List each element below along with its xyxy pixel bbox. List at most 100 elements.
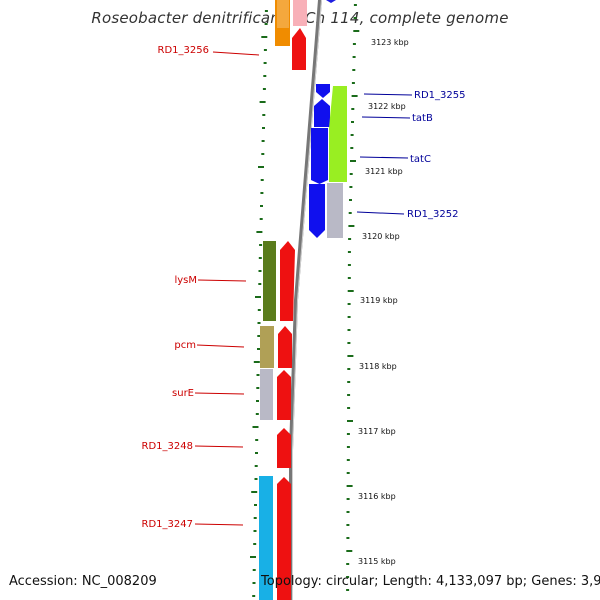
left-tick bbox=[262, 114, 266, 116]
right-tick bbox=[351, 108, 355, 110]
right-tick bbox=[347, 290, 354, 292]
leader-tatc bbox=[359, 156, 409, 159]
left-tick bbox=[254, 465, 258, 467]
gene-feature-pcm-tan[interactable] bbox=[260, 326, 274, 368]
gene-feature-orange-light[interactable] bbox=[277, 0, 289, 28]
right-tick bbox=[347, 303, 351, 305]
left-tick bbox=[254, 478, 258, 480]
right-tick bbox=[347, 329, 351, 331]
gene-feature-pcm[interactable] bbox=[278, 326, 292, 368]
right-tick bbox=[346, 589, 350, 591]
gene-feature-rd1-3252[interactable] bbox=[309, 184, 325, 238]
right-tick bbox=[346, 459, 350, 461]
left-leaders bbox=[194, 51, 260, 526]
label-tatb[interactable]: tatB bbox=[412, 113, 433, 124]
right-tick bbox=[351, 121, 354, 123]
left-tick bbox=[252, 426, 259, 428]
right-tick bbox=[349, 173, 353, 175]
left-tick bbox=[252, 569, 256, 571]
label-lysm[interactable]: lysM bbox=[174, 275, 197, 286]
left-tick bbox=[253, 543, 257, 545]
right-tick bbox=[346, 511, 350, 513]
gene-feature-green[interactable] bbox=[329, 86, 347, 182]
right-tick bbox=[351, 95, 358, 97]
gene-feature-sure-gray[interactable] bbox=[260, 369, 273, 420]
label-rd1-3256[interactable]: RD1_3256 bbox=[158, 45, 209, 56]
right-tick bbox=[347, 420, 353, 422]
gene-feature-lysm[interactable] bbox=[280, 241, 295, 321]
leader-sure bbox=[194, 392, 245, 395]
gene-features bbox=[259, 0, 347, 600]
gene-feature-rd1-3248[interactable] bbox=[277, 428, 291, 468]
gene-feature-tatc[interactable] bbox=[311, 128, 328, 184]
left-tick bbox=[263, 62, 267, 64]
left-gene-labels: RD1_3256 lysM pcm surE RD1_3248 RD1_3247 bbox=[142, 45, 209, 530]
gene-feature-rd1-3247-cyan[interactable] bbox=[259, 476, 273, 600]
left-tick bbox=[257, 335, 261, 337]
gene-feature-rd1-3255[interactable] bbox=[316, 84, 330, 98]
right-tick bbox=[353, 30, 360, 32]
leader-rd1-3255 bbox=[363, 93, 413, 96]
left-tick bbox=[256, 400, 259, 402]
right-tick bbox=[346, 498, 350, 500]
label-rd1-3248[interactable]: RD1_3248 bbox=[142, 441, 193, 452]
label-tatc[interactable]: tatC bbox=[410, 154, 431, 165]
genome-backbone-highlight bbox=[292, 0, 322, 600]
left-tick bbox=[253, 530, 257, 532]
label-pcm[interactable]: pcm bbox=[174, 340, 196, 351]
left-tick bbox=[257, 309, 261, 311]
right-tick bbox=[352, 43, 356, 45]
left-tick bbox=[256, 374, 260, 376]
right-leaders bbox=[356, 93, 413, 215]
gene-feature-tatb[interactable] bbox=[314, 99, 330, 127]
gene-feature-rd1-3247[interactable] bbox=[277, 477, 291, 600]
scale-label-3121: 3121 kbp bbox=[365, 167, 403, 176]
left-tick bbox=[259, 244, 263, 246]
left-tick bbox=[250, 556, 256, 558]
leader-pcm bbox=[196, 344, 245, 348]
label-sure[interactable]: surE bbox=[172, 388, 194, 399]
right-tick bbox=[348, 225, 355, 227]
label-rd1-3255[interactable]: RD1_3255 bbox=[414, 90, 465, 101]
right-tick bbox=[347, 368, 351, 370]
scale-label-3116: 3116 kbp bbox=[358, 492, 396, 501]
label-rd1-3247[interactable]: RD1_3247 bbox=[142, 519, 193, 530]
label-rd1-3252[interactable]: RD1_3252 bbox=[407, 209, 458, 220]
gene-feature-rd1-3256[interactable] bbox=[292, 28, 306, 70]
right-tick bbox=[346, 524, 350, 526]
right-tick bbox=[346, 537, 350, 539]
left-tick bbox=[252, 582, 256, 584]
gene-feature-sure[interactable] bbox=[277, 370, 291, 420]
right-tick bbox=[347, 394, 351, 396]
right-tick bbox=[353, 4, 357, 6]
leader-lysm bbox=[197, 279, 247, 282]
right-tick bbox=[346, 576, 350, 578]
scale-labels: 3123 kbp 3122 kbp 3121 kbp 3120 kbp 3119… bbox=[358, 38, 409, 566]
right-tick bbox=[347, 251, 351, 253]
left-tick bbox=[258, 257, 262, 259]
leader-rd1-3256 bbox=[212, 51, 260, 56]
left-tick bbox=[256, 231, 263, 233]
gene-feature-pink[interactable] bbox=[293, 0, 307, 26]
left-tick bbox=[263, 75, 267, 77]
gene-feature-gray-right[interactable] bbox=[327, 183, 343, 238]
left-tick bbox=[255, 413, 259, 415]
right-tick bbox=[351, 82, 355, 84]
right-tick bbox=[347, 264, 351, 266]
left-tick bbox=[259, 218, 263, 220]
right-tick bbox=[346, 563, 350, 565]
right-tick bbox=[350, 147, 354, 149]
scale-label-3122: 3122 kbp bbox=[368, 102, 406, 111]
left-tick bbox=[262, 127, 265, 129]
scale-label-3120: 3120 kbp bbox=[362, 232, 400, 241]
left-tick bbox=[257, 322, 261, 324]
right-tick bbox=[347, 277, 351, 279]
gene-feature-lysm-olive[interactable] bbox=[263, 241, 276, 321]
gene-feature-top-blue[interactable] bbox=[326, 0, 336, 3]
left-tick bbox=[253, 517, 257, 519]
right-tick bbox=[347, 355, 354, 357]
right-tick bbox=[346, 550, 353, 552]
left-tick bbox=[255, 296, 261, 298]
left-tick-track bbox=[250, 10, 268, 597]
